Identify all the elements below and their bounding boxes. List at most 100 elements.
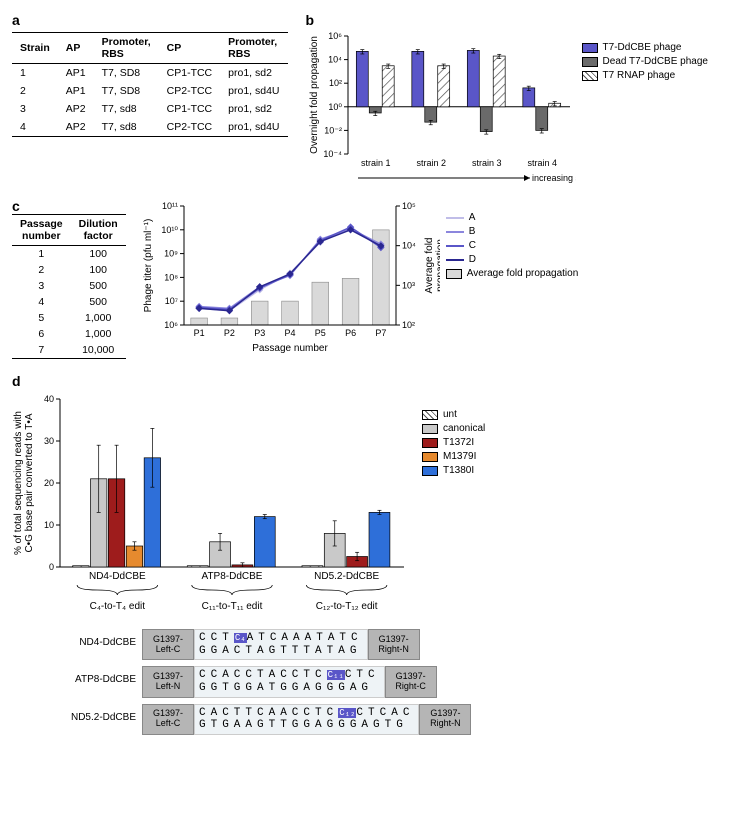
- svg-text:10²: 10²: [402, 320, 415, 330]
- sequence-name: ATP8-DdCBE: [52, 666, 142, 697]
- svg-text:Average foldpropagation: Average foldpropagation: [424, 238, 440, 294]
- svg-text:10⁻⁴: 10⁻⁴: [323, 149, 342, 159]
- svg-text:increasing stringency: increasing stringency: [532, 173, 576, 183]
- panel-a-td: AP2: [58, 118, 94, 137]
- svg-text:Passage number: Passage number: [252, 343, 328, 353]
- highlighted-base: C₄: [234, 633, 247, 643]
- svg-text:0: 0: [49, 562, 54, 572]
- legend-item: Dead T7-DdCBE phage: [582, 56, 708, 67]
- legend-label: T1372I: [443, 437, 474, 448]
- legend-swatch: [422, 424, 438, 434]
- legend-label: T7 RNAP phage: [603, 70, 676, 81]
- legend-label: canonical: [443, 423, 485, 434]
- sequence-bases: CCACCTACCTCC₁₁CTCGGTGGATGGAGGGAG: [194, 666, 385, 697]
- svg-text:10⁰: 10⁰: [328, 102, 342, 112]
- sequence-bases: CACTTCAACCTCC₁₂CTCACGTGAAGTTGGAGGGAGTG: [194, 704, 419, 735]
- legend-item: canonical: [422, 423, 485, 434]
- svg-text:% of total sequencing reads wi: % of total sequencing reads withC•G base…: [13, 411, 35, 555]
- svg-text:strain 2: strain 2: [416, 158, 446, 168]
- legend-label: B: [469, 226, 476, 237]
- legend-swatch: [422, 466, 438, 476]
- panel-a-td: CP2-TCC: [159, 118, 221, 137]
- seq-bottom-strand: GGTGGATGGAGGGAG: [199, 682, 380, 695]
- svg-text:Phage titer (pfu ml⁻¹): Phage titer (pfu ml⁻¹): [143, 219, 154, 313]
- panel-a-td: 3: [12, 100, 58, 118]
- panel-c-th: Passagenumber: [12, 215, 71, 246]
- panel-a-td: T7, sd8: [94, 100, 159, 118]
- legend-item: unt: [422, 409, 485, 420]
- svg-text:10⁵: 10⁵: [402, 201, 416, 211]
- legend-line-swatch: [446, 231, 464, 233]
- panel-a-th: AP: [58, 33, 94, 64]
- svg-text:P5: P5: [314, 328, 325, 338]
- svg-text:10⁶: 10⁶: [164, 320, 178, 330]
- legend-item: T7 RNAP phage: [582, 70, 708, 81]
- panel-d-legend: untcanonicalT1372IM1379IT1380I: [422, 389, 485, 619]
- panel-c-td: 500: [71, 294, 126, 310]
- seq-bottom-strand: GGACTAGTTTATAG: [199, 645, 363, 658]
- panel-d-sequences: ND4-DdCBEG1397-Left-CCCTC₄ATCAAATATCGGAC…: [52, 629, 719, 735]
- panel-c-legend: ABCD Average fold propagation: [446, 198, 579, 353]
- legend-item: C: [446, 240, 579, 251]
- panel-a-td: T7, SD8: [94, 82, 159, 100]
- svg-text:P6: P6: [345, 328, 356, 338]
- svg-text:C₁₂-to-T₁₂ edit: C₁₂-to-T₁₂ edit: [316, 601, 378, 612]
- sequence-row: ATP8-DdCBEG1397-Left-NCCACCTACCTCC₁₁CTCG…: [52, 666, 719, 697]
- panel-a-th: Promoter,RBS: [94, 33, 159, 64]
- panel-a-td: pro1, sd2: [220, 100, 287, 118]
- svg-text:10²: 10²: [329, 78, 342, 88]
- svg-text:strain 3: strain 3: [472, 158, 502, 168]
- panel-c-td: 10,000: [71, 342, 126, 359]
- legend-label: unt: [443, 409, 457, 420]
- svg-text:10⁹: 10⁹: [164, 249, 178, 259]
- svg-text:ND5.2-DdCBE: ND5.2-DdCBE: [314, 571, 379, 582]
- sequence-bases: CCTC₄ATCAAATATCGGACTAGTTTATAG: [194, 629, 368, 660]
- svg-text:10⁴: 10⁴: [328, 55, 342, 65]
- panel-d-label: d: [12, 373, 719, 389]
- legend-item: T1380I: [422, 465, 485, 476]
- svg-text:10¹⁰: 10¹⁰: [161, 225, 178, 235]
- panel-c-td: 4: [12, 294, 71, 310]
- svg-text:10⁸: 10⁸: [164, 272, 178, 282]
- panel-c-table: PassagenumberDilutionfactor 110021003500…: [12, 214, 126, 359]
- sequence-right-box: G1397-Right-C: [385, 666, 437, 697]
- seq-top-strand: CCACCTACCTCC₁₁CTC: [199, 669, 380, 682]
- legend-item: A: [446, 212, 579, 223]
- svg-text:C₄-to-T₄ edit: C₄-to-T₄ edit: [90, 601, 146, 612]
- panel-b-legend: T7-DdCBE phageDead T7-DdCBE phageT7 RNAP…: [582, 28, 708, 188]
- svg-text:P4: P4: [284, 328, 295, 338]
- legend-swatch: [422, 452, 438, 462]
- svg-text:P1: P1: [193, 328, 204, 338]
- svg-text:P7: P7: [375, 328, 386, 338]
- panel-a-th: Promoter,RBS: [220, 33, 287, 64]
- legend-label: D: [469, 254, 476, 265]
- svg-text:strain 1: strain 1: [361, 158, 391, 168]
- seq-bottom-strand: GTGAAGTTGGAGGGAGTG: [199, 719, 414, 732]
- sequence-name: ND4-DdCBE: [52, 629, 142, 660]
- panel-a-th: Strain: [12, 33, 58, 64]
- panel-c-chart: 10⁶10⁷10⁸10⁹10¹⁰10¹¹10²10³10⁴10⁵P1P2P3P4…: [140, 198, 440, 353]
- legend-item: Average fold propagation: [446, 268, 579, 279]
- panel-a-td: pro1, sd4U: [220, 118, 287, 137]
- sequence-right-box: G1397-Right-N: [419, 704, 471, 735]
- panel-a-td: CP1-TCC: [159, 100, 221, 118]
- panel-b-chart: 10⁻⁴10⁻²10⁰10²10⁴10⁶Overnight fold propa…: [306, 28, 576, 188]
- panel-d-chart: 010203040% of total sequencing reads wit…: [12, 389, 412, 619]
- svg-text:10⁻²: 10⁻²: [324, 125, 342, 135]
- seq-top-strand: CACTTCAACCTCC₁₂CTCAC: [199, 707, 414, 720]
- panel-c-td: 5: [12, 310, 71, 326]
- panel-c-td: 1,000: [71, 326, 126, 342]
- panel-b-label: b: [306, 12, 719, 28]
- svg-text:P2: P2: [224, 328, 235, 338]
- svg-text:10: 10: [44, 520, 54, 530]
- legend-label: Dead T7-DdCBE phage: [603, 56, 708, 67]
- panel-b: b 10⁻⁴10⁻²10⁰10²10⁴10⁶Overnight fold pro…: [306, 12, 719, 188]
- sequence-row: ND5.2-DdCBEG1397-Left-CCACTTCAACCTCC₁₂CT…: [52, 704, 719, 735]
- svg-text:10³: 10³: [402, 280, 415, 290]
- legend-swatch: [446, 269, 462, 279]
- panel-a-table: StrainAPPromoter,RBSCPPromoter,RBS 1AP1T…: [12, 32, 288, 137]
- legend-item: B: [446, 226, 579, 237]
- panel-c-td: 1,000: [71, 310, 126, 326]
- panel-c-td: 3: [12, 278, 71, 294]
- panel-a-td: AP1: [58, 64, 94, 83]
